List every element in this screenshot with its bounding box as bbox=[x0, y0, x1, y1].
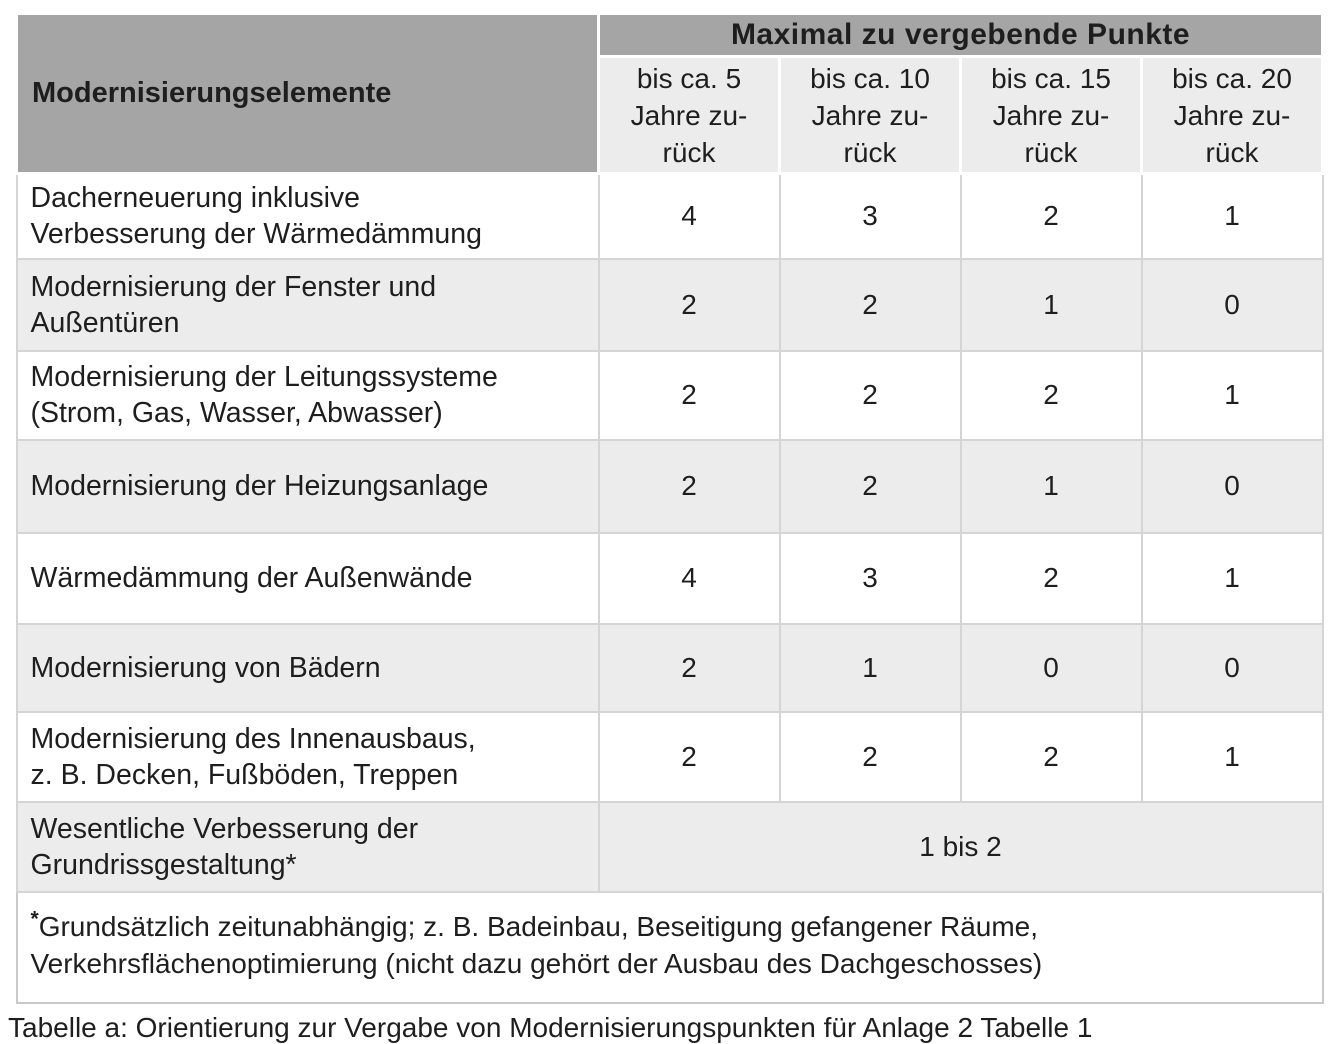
table-row: Wesentliche Verbesserung der Grundrissge… bbox=[15, 800, 1324, 893]
points-cell: 2 bbox=[959, 172, 1143, 260]
row-label-cell: Modernisierung der Fenster und Außentüre… bbox=[15, 257, 600, 352]
table-header-row-top: Modernisierungselemente Maximal zu verge… bbox=[15, 12, 1325, 175]
corner-header-modernisierungselemente: Modernisierungselemente bbox=[15, 12, 600, 175]
table-row: Modernisierung des Innenausbaus, z. B. D… bbox=[15, 710, 1324, 803]
footnote-text: Grundsätzlich zeitunabhängig; z. B. Bade… bbox=[30, 911, 1043, 979]
table-row: Wärmedämmung der Außenwände 4 3 2 1 bbox=[15, 531, 1324, 625]
points-cell: 0 bbox=[1140, 257, 1324, 352]
table-header-row-columns: bis ca. 5 Jahre zu- rück bis ca. 10 Jahr… bbox=[17, 55, 1325, 175]
points-cell: 3 bbox=[778, 172, 962, 260]
points-cell: 1 bbox=[959, 257, 1143, 352]
points-cell: 1 bbox=[1140, 531, 1324, 625]
points-cell: 2 bbox=[597, 438, 781, 534]
points-group-header: Maximal zu vergebende Punkte bbox=[596, 12, 1325, 58]
modernization-points-table: Modernisierungselemente Maximal zu verge… bbox=[15, 12, 1325, 1004]
points-cell: 1 bbox=[1140, 172, 1324, 260]
row-label-cell: Modernisierung von Bädern bbox=[15, 622, 600, 713]
points-cell: 0 bbox=[959, 622, 1143, 713]
points-cell: 1 bbox=[959, 438, 1143, 534]
points-cell: 1 bbox=[778, 622, 962, 713]
points-cell: 2 bbox=[778, 257, 962, 352]
points-cell: 2 bbox=[959, 349, 1143, 441]
footnote-marker: * bbox=[30, 907, 39, 931]
footnote-row: *Grundsätzlich zeitunabhängig; z. B. Bad… bbox=[15, 890, 1324, 1004]
points-cell: 2 bbox=[959, 531, 1143, 625]
column-header-20-years: bis ca. 20 Jahre zu- rück bbox=[1139, 55, 1325, 175]
points-cell: 0 bbox=[1140, 622, 1324, 713]
column-header-15-years: bis ca. 15 Jahre zu- rück bbox=[959, 55, 1143, 175]
row-label-cell: Modernisierung der Heizungsanlage bbox=[15, 438, 600, 534]
points-cell: 1 bbox=[1140, 710, 1324, 803]
points-cell: 2 bbox=[597, 710, 781, 803]
points-cell: 2 bbox=[778, 438, 962, 534]
points-cell: 2 bbox=[597, 622, 781, 713]
row-label-cell: Wesentliche Verbesserung der Grundrissge… bbox=[15, 800, 600, 893]
column-header-10-years: bis ca. 10 Jahre zu- rück bbox=[778, 55, 962, 175]
table-row: Modernisierung der Fenster und Außentüre… bbox=[15, 257, 1324, 352]
points-cell: 2 bbox=[778, 349, 962, 441]
points-cell: 2 bbox=[778, 710, 962, 803]
table-row: Modernisierung der Heizungsanlage 2 2 1 … bbox=[15, 438, 1324, 534]
points-cell: 4 bbox=[597, 172, 781, 260]
table-row: Modernisierung von Bädern 2 1 0 0 bbox=[15, 622, 1324, 713]
points-cell: 3 bbox=[778, 531, 962, 625]
points-cell: 1 bbox=[1140, 349, 1324, 441]
table-row: Dacherneuerung inklusive Verbesserung de… bbox=[15, 172, 1324, 260]
points-cell: 4 bbox=[597, 531, 781, 625]
row-label-cell: Wärmedämmung der Außenwände bbox=[15, 531, 600, 625]
column-header-5-years: bis ca. 5 Jahre zu- rück bbox=[597, 55, 781, 175]
points-span-cell: 1 bis 2 bbox=[597, 800, 1324, 893]
row-label-cell: Modernisierung des Innenausbaus, z. B. D… bbox=[15, 710, 600, 803]
row-label-cell: Modernisierung der Leitungssysteme (Stro… bbox=[15, 349, 600, 441]
table-row: Modernisierung der Leitungssysteme (Stro… bbox=[15, 349, 1324, 441]
points-cell: 0 bbox=[1140, 438, 1324, 534]
row-label-cell: Dacherneuerung inklusive Verbesserung de… bbox=[15, 172, 600, 260]
footnote-cell: *Grundsätzlich zeitunabhängig; z. B. Bad… bbox=[15, 890, 1324, 1004]
points-cell: 2 bbox=[597, 349, 781, 441]
points-cell: 2 bbox=[597, 257, 781, 352]
points-cell: 2 bbox=[959, 710, 1143, 803]
